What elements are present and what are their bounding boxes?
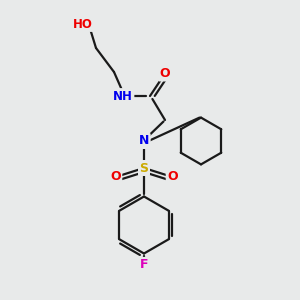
Text: O: O [160,67,170,80]
Text: O: O [110,170,121,184]
Text: N: N [139,134,149,148]
Text: F: F [140,258,148,272]
Text: S: S [140,161,148,175]
Text: HO: HO [73,17,92,31]
Text: O: O [167,170,178,184]
Text: NH: NH [113,89,133,103]
